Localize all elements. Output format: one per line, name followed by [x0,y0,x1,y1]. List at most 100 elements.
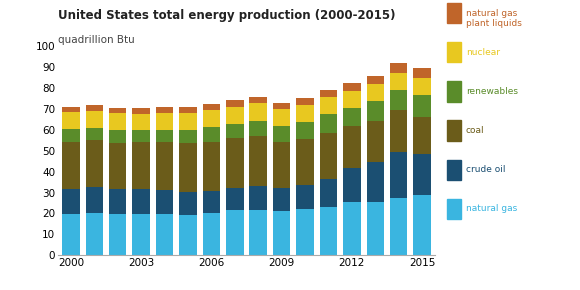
Bar [390,198,408,255]
Bar [273,126,291,142]
Bar [273,188,291,211]
Bar [132,114,150,130]
Bar [249,186,267,210]
Bar [62,142,79,189]
Text: United States total energy production (2000-2015): United States total energy production (2… [58,9,396,22]
Bar [273,142,291,188]
Bar [320,207,337,255]
Bar [343,168,361,202]
Bar [226,188,244,210]
Bar [226,100,244,106]
Bar [62,189,79,214]
Bar [390,72,408,90]
Bar [132,189,150,214]
Bar [202,110,220,127]
Bar [226,124,244,139]
Bar [414,68,431,78]
Bar [320,115,337,133]
Text: crude oil: crude oil [466,165,505,174]
Bar [367,76,384,84]
Bar [179,144,197,192]
Bar [414,95,431,117]
Text: quadrillion Btu: quadrillion Btu [58,35,135,45]
Bar [414,117,431,154]
Bar [109,113,126,130]
Bar [273,103,291,109]
Bar [414,78,431,95]
Bar [320,133,337,179]
Bar [109,215,126,255]
Bar [296,105,314,122]
Bar [202,142,220,191]
Bar [85,111,103,128]
Bar [390,63,408,72]
Bar [156,113,173,130]
Bar [343,91,361,108]
Bar [273,211,291,255]
Bar [343,202,361,255]
Bar [249,136,267,186]
Bar [390,90,408,110]
Bar [179,130,197,144]
Bar [249,97,267,104]
Bar [296,209,314,255]
Bar [109,143,126,189]
Bar [179,107,197,113]
Bar [156,130,173,142]
Bar [414,195,431,255]
Bar [132,130,150,142]
Bar [226,139,244,188]
Bar [109,130,126,143]
Bar [367,202,384,255]
Bar [296,98,314,105]
Text: renewables: renewables [466,87,518,96]
Bar [85,106,103,111]
Bar [249,104,267,121]
Text: coal: coal [466,126,484,135]
Bar [132,142,150,189]
Text: natural gas
plant liquids: natural gas plant liquids [466,9,521,28]
Bar [179,215,197,255]
Bar [320,90,337,97]
Bar [320,179,337,207]
Bar [390,152,408,198]
Bar [109,108,126,113]
Bar [156,107,173,113]
Bar [296,122,314,139]
Bar [367,162,384,202]
Bar [85,213,103,255]
Bar [132,108,150,114]
Bar [296,139,314,185]
Bar [62,113,79,129]
Bar [343,126,361,168]
Bar [296,185,314,209]
Bar [156,142,173,190]
Bar [249,210,267,255]
Text: natural gas: natural gas [466,204,517,213]
Bar [249,121,267,136]
Bar [62,214,79,255]
Bar [179,192,197,215]
Bar [226,106,244,124]
Text: nuclear: nuclear [466,48,500,57]
Bar [156,215,173,255]
Bar [343,108,361,126]
Bar [343,83,361,91]
Bar [367,101,384,121]
Bar [85,128,103,140]
Bar [367,121,384,162]
Bar [109,189,126,215]
Bar [202,191,220,213]
Bar [62,129,79,142]
Bar [85,140,103,187]
Bar [179,113,197,130]
Bar [202,213,220,255]
Bar [62,107,79,113]
Bar [226,210,244,255]
Bar [320,97,337,115]
Bar [202,104,220,110]
Bar [414,154,431,195]
Bar [202,127,220,142]
Bar [132,214,150,255]
Bar [273,109,291,126]
